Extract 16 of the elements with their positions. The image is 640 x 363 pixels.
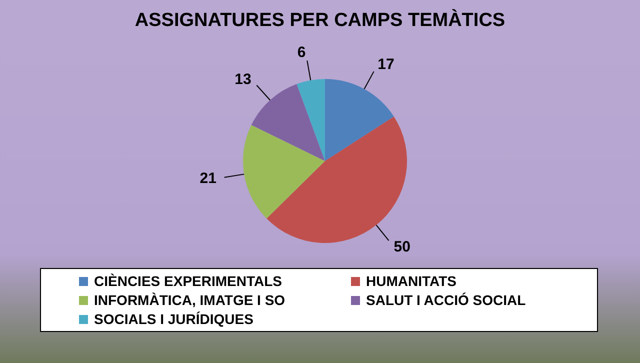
legend-label: CIÈNCIES EXPERIMENTALS — [94, 273, 282, 289]
data-label: 17 — [378, 56, 394, 73]
legend-label: SOCIALS I JURÍDIQUES — [94, 311, 254, 327]
data-label: 13 — [234, 70, 252, 88]
pie-slice — [251, 84, 325, 161]
data-label: 21 — [200, 170, 216, 188]
pie-slice — [266, 116, 407, 243]
chart-title: ASSIGNATURES PER CAMPS TEMÀTICS — [134, 10, 506, 32]
data-label: 6 — [297, 44, 306, 62]
pie-slice — [243, 124, 325, 219]
legend-label: INFORMÀTICA, IMATGE I SO — [94, 292, 286, 308]
data-label: 50 — [394, 238, 410, 256]
pie-slice — [296, 79, 325, 161]
pie-slice — [325, 79, 394, 161]
legend-label: SALUT I ACCIÓ SOCIAL — [366, 292, 526, 308]
legend-label: HUMANITATS — [366, 273, 456, 289]
